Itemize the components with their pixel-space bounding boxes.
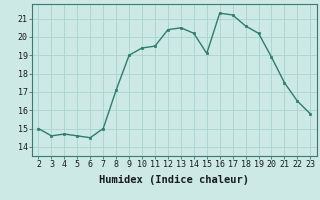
X-axis label: Humidex (Indice chaleur): Humidex (Indice chaleur) (100, 175, 249, 185)
